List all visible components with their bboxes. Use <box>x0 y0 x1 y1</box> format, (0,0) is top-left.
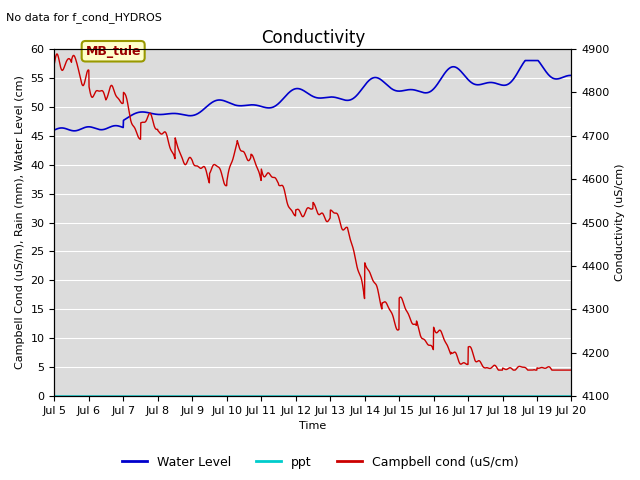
Legend: Water Level, ppt, Campbell cond (uS/cm): Water Level, ppt, Campbell cond (uS/cm) <box>116 451 524 474</box>
Y-axis label: Campbell Cond (uS/m), Rain (mm), Water Level (cm): Campbell Cond (uS/m), Rain (mm), Water L… <box>15 76 25 370</box>
Text: No data for f_cond_HYDROS: No data for f_cond_HYDROS <box>6 12 163 23</box>
Y-axis label: Conductivity (uS/cm): Conductivity (uS/cm) <box>615 164 625 281</box>
Text: MB_tule: MB_tule <box>85 45 141 58</box>
Title: Conductivity: Conductivity <box>261 29 365 48</box>
X-axis label: Time: Time <box>300 421 326 432</box>
